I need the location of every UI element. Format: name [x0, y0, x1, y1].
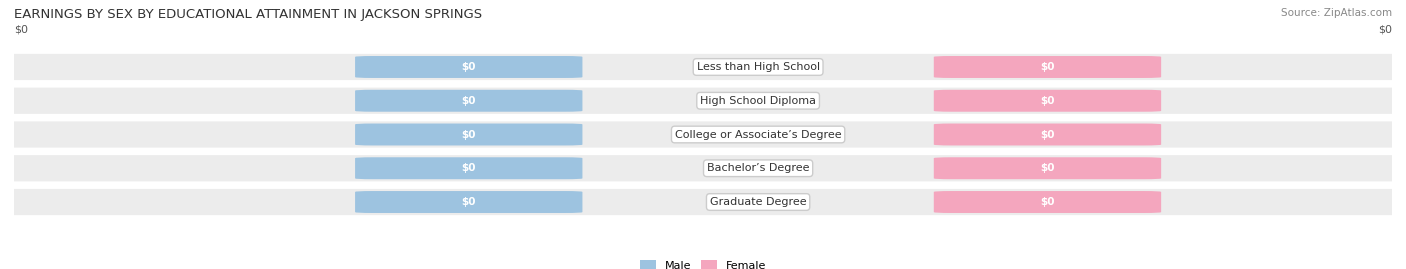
- FancyBboxPatch shape: [934, 157, 1161, 179]
- FancyBboxPatch shape: [934, 56, 1161, 78]
- Text: College or Associate’s Degree: College or Associate’s Degree: [675, 129, 841, 140]
- FancyBboxPatch shape: [7, 86, 1399, 116]
- FancyBboxPatch shape: [356, 157, 582, 179]
- Text: $0: $0: [1040, 129, 1054, 140]
- FancyBboxPatch shape: [934, 191, 1161, 213]
- FancyBboxPatch shape: [356, 90, 582, 112]
- Text: $0: $0: [1378, 25, 1392, 35]
- FancyBboxPatch shape: [7, 120, 1399, 149]
- FancyBboxPatch shape: [7, 187, 1399, 217]
- FancyBboxPatch shape: [356, 191, 582, 213]
- FancyBboxPatch shape: [356, 56, 582, 78]
- Text: Graduate Degree: Graduate Degree: [710, 197, 807, 207]
- FancyBboxPatch shape: [7, 52, 1399, 82]
- Text: Less than High School: Less than High School: [696, 62, 820, 72]
- FancyBboxPatch shape: [7, 153, 1399, 183]
- Legend: Male, Female: Male, Female: [636, 256, 770, 269]
- Text: $0: $0: [461, 96, 477, 106]
- Text: Bachelor’s Degree: Bachelor’s Degree: [707, 163, 810, 173]
- Text: High School Diploma: High School Diploma: [700, 96, 815, 106]
- Text: $0: $0: [1040, 62, 1054, 72]
- Text: Source: ZipAtlas.com: Source: ZipAtlas.com: [1281, 8, 1392, 18]
- Text: $0: $0: [461, 62, 477, 72]
- Text: $0: $0: [461, 197, 477, 207]
- Text: $0: $0: [14, 25, 28, 35]
- Text: $0: $0: [1040, 96, 1054, 106]
- FancyBboxPatch shape: [356, 123, 582, 146]
- FancyBboxPatch shape: [934, 123, 1161, 146]
- Text: EARNINGS BY SEX BY EDUCATIONAL ATTAINMENT IN JACKSON SPRINGS: EARNINGS BY SEX BY EDUCATIONAL ATTAINMEN…: [14, 8, 482, 21]
- Text: $0: $0: [461, 129, 477, 140]
- FancyBboxPatch shape: [934, 90, 1161, 112]
- Text: $0: $0: [461, 163, 477, 173]
- Text: $0: $0: [1040, 163, 1054, 173]
- Text: $0: $0: [1040, 197, 1054, 207]
